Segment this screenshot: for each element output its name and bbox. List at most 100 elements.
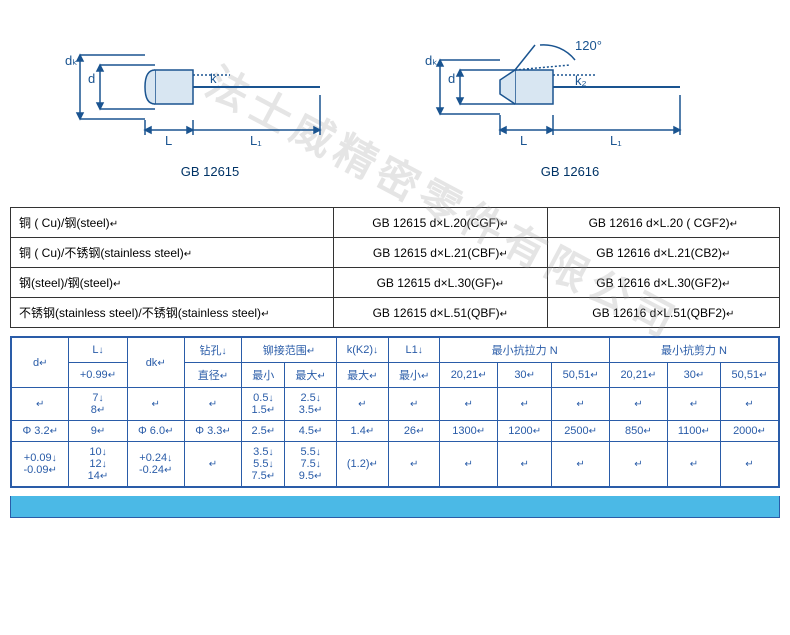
hdr-s2: 30↵ <box>667 363 720 388</box>
label-angle: 120° <box>575 38 602 53</box>
spec-cell: 9↵ <box>69 421 127 442</box>
spec-cell: GB 12616 d×L.21(CB2)↵ <box>547 238 779 268</box>
hdr-shear: 最小抗剪力 N <box>610 337 779 363</box>
spec-cell: GB 12615 d×L.30(GF)↵ <box>333 268 547 298</box>
spec-cell: GB 12615 d×L.20(CGF)↵ <box>333 208 547 238</box>
hdr-drill-dia: 直径↵ <box>184 363 241 388</box>
spec-cell: 2.5↵ <box>242 421 285 442</box>
material-cell: 钢(steel)/钢(steel)↵ <box>11 268 334 298</box>
spec-cell: GB 12616 d×L.51(QBF2)↵ <box>547 298 779 328</box>
hdr-d: d↵ <box>11 337 69 388</box>
spec-cell: 4.5↵ <box>285 421 336 442</box>
material-cell: 不锈钢(stainless steel)/不锈钢(stainless steel… <box>11 298 334 328</box>
table-row: +0.09↓-0.09↵10↓12↓14↵+0.24↓-0.24↵↵3.5↓5.… <box>11 442 779 488</box>
table-row: Φ 3.2↵9↵Φ 6.0↵Φ 3.3↵2.5↵4.5↵1.4↵26↵1300↵… <box>11 421 779 442</box>
spec-cell: ↵ <box>667 442 720 488</box>
spec-cell: 5.5↓7.5↓9.5↵ <box>285 442 336 488</box>
spec-cell: ↵ <box>184 442 241 488</box>
label-dk: dₖ <box>425 53 438 68</box>
hdr-max: 最大↵ <box>285 363 336 388</box>
spec-cell: ↵ <box>498 388 552 421</box>
spec-cell: 2500↵ <box>552 421 610 442</box>
hdr-min: 最小 <box>242 363 285 388</box>
label-d: d <box>88 71 95 86</box>
hdr-drill: 钻孔↓ <box>184 337 241 363</box>
spec-cell: 1300↵ <box>440 421 498 442</box>
spec-cell: 1.4↵ <box>336 421 388 442</box>
hdr-kK2: k(K2)↓ <box>336 337 388 363</box>
table-row: 铜 ( Cu)/不锈钢(stainless steel)↵GB 12615 d×… <box>11 238 780 268</box>
table-row: 钢(steel)/钢(steel)↵GB 12615 d×L.30(GF)↵GB… <box>11 268 780 298</box>
spec-cell: ↵ <box>667 388 720 421</box>
material-cell: 铜 ( Cu)/钢(steel)↵ <box>11 208 334 238</box>
hdr-rivet-range: 铆接范围↵ <box>242 337 337 363</box>
spec-cell: GB 12615 d×L.21(CBF)↵ <box>333 238 547 268</box>
spec-cell: 26↵ <box>389 421 440 442</box>
spec-cell: (1.2)↵ <box>336 442 388 488</box>
hdr-L: L↓ <box>69 337 127 363</box>
spec-cell: ↵ <box>721 442 780 488</box>
diagrams-row: dₖ d k L L₁ GB 12615 <box>10 10 780 199</box>
hdr-t3: 50,51↵ <box>552 363 610 388</box>
spec-cell: ↵ <box>336 388 388 421</box>
hdr-dk: dk↵ <box>127 337 184 388</box>
spec-cell: ↵ <box>184 388 241 421</box>
spec-cell: ↵ <box>389 388 440 421</box>
spec-cell: 7↓8↵ <box>69 388 127 421</box>
spec-cell: GB 12616 d×L.20 ( CGF2)↵ <box>547 208 779 238</box>
diagram-left: dₖ d k L L₁ GB 12615 <box>60 20 360 179</box>
material-cell: 铜 ( Cu)/不锈钢(stainless steel)↵ <box>11 238 334 268</box>
spec-cell: 1100↵ <box>667 421 720 442</box>
spec-cell: ↵ <box>610 388 668 421</box>
spec-cell: ↵ <box>498 442 552 488</box>
hdr-t1: 20,21↵ <box>440 363 498 388</box>
spec-table-footer-bar <box>10 496 780 518</box>
table-row: 不锈钢(stainless steel)/不锈钢(stainless steel… <box>11 298 780 328</box>
hdr-L-tol: +0.99↵ <box>69 363 127 388</box>
spec-table: d↵ L↓ dk↵ 钻孔↓ 铆接范围↵ k(K2)↓ L1↓ 最小抗拉力 N 最… <box>10 336 780 488</box>
hdr-t2: 30↵ <box>498 363 552 388</box>
spec-cell: ↵ <box>721 388 780 421</box>
diagram-right-caption: GB 12616 <box>420 164 720 179</box>
label-k2: k₂ <box>575 73 587 88</box>
spec-cell: ↵ <box>552 442 610 488</box>
spec-cell: 2000↵ <box>721 421 780 442</box>
spec-cell: +0.24↓-0.24↵ <box>127 442 184 488</box>
spec-cell: ↵ <box>11 388 69 421</box>
hdr-L1: L1↓ <box>389 337 440 363</box>
spec-cell: 0.5↓1.5↵ <box>242 388 285 421</box>
spec-cell: +0.09↓-0.09↵ <box>11 442 69 488</box>
spec-cell: ↵ <box>440 442 498 488</box>
label-L1: L₁ <box>250 133 262 148</box>
spec-cell: 10↓12↓14↵ <box>69 442 127 488</box>
hdr-s3: 50,51↵ <box>721 363 780 388</box>
label-L: L <box>165 133 172 148</box>
table-row: ↵7↓8↵↵↵0.5↓1.5↵2.5↓3.5↵↵↵↵↵↵↵↵↵ <box>11 388 779 421</box>
spec-cell: 1200↵ <box>498 421 552 442</box>
label-k: k <box>210 71 217 86</box>
spec-cell: Φ 3.3↵ <box>184 421 241 442</box>
hdr-L1-min: 最小↵ <box>389 363 440 388</box>
hdr-tensile: 最小抗拉力 N <box>440 337 610 363</box>
spec-cell: 3.5↓5.5↓7.5↵ <box>242 442 285 488</box>
spec-cell: ↵ <box>127 388 184 421</box>
spec-cell: Φ 3.2↵ <box>11 421 69 442</box>
diagram-right: dₖ d 120° k₂ L L₁ GB 12616 <box>420 20 720 179</box>
spec-cell: 2.5↓3.5↵ <box>285 388 336 421</box>
hdr-kK2-max: 最大↵ <box>336 363 388 388</box>
hdr-s1: 20,21↵ <box>610 363 668 388</box>
table-row: 铜 ( Cu)/钢(steel)↵GB 12615 d×L.20(CGF)↵GB… <box>11 208 780 238</box>
spec-cell: 850↵ <box>610 421 668 442</box>
spec-cell: ↵ <box>552 388 610 421</box>
spec-cell: GB 12615 d×L.51(QBF)↵ <box>333 298 547 328</box>
label-d: d <box>448 71 455 86</box>
spec-cell: Φ 6.0↵ <box>127 421 184 442</box>
label-L: L <box>520 133 527 148</box>
spec-cell: ↵ <box>440 388 498 421</box>
material-table: 铜 ( Cu)/钢(steel)↵GB 12615 d×L.20(CGF)↵GB… <box>10 207 780 328</box>
spec-cell: ↵ <box>389 442 440 488</box>
spec-cell: GB 12616 d×L.30(GF2)↵ <box>547 268 779 298</box>
label-L1: L₁ <box>610 133 622 148</box>
label-dk: dₖ <box>65 53 78 68</box>
spec-cell: ↵ <box>610 442 668 488</box>
